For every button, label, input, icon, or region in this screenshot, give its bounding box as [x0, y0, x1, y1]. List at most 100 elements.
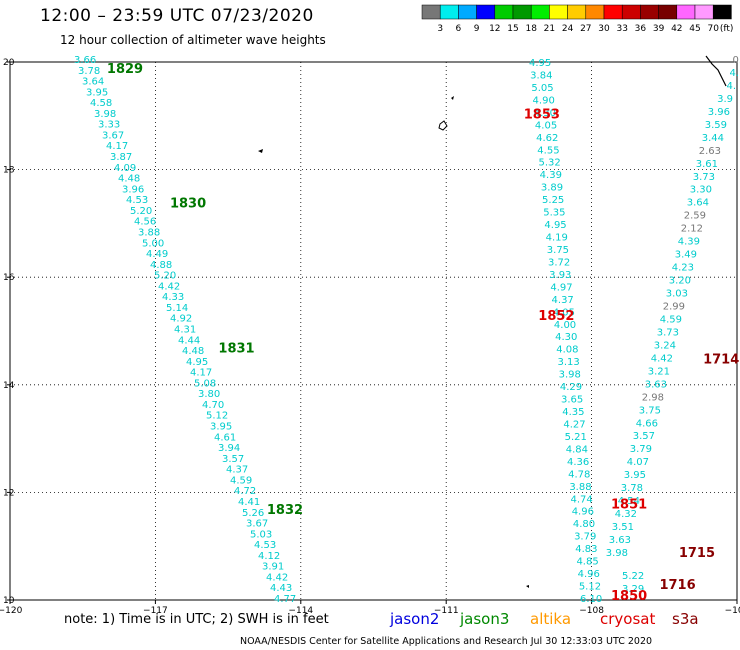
- wave-height-value: 3.20: [669, 276, 691, 287]
- lat-tick-label: 16: [3, 273, 15, 283]
- wave-height-value: 4.92: [170, 314, 192, 325]
- wave-height-value: 5.12: [206, 411, 228, 422]
- island-4: [526, 585, 529, 588]
- map-subtitle: 12 hour collection of altimeter wave hei…: [60, 33, 326, 47]
- colorbar-tick: 6: [456, 24, 462, 34]
- pass-number-label: 1831: [218, 342, 254, 357]
- wave-height-value: 3.67: [246, 519, 268, 530]
- wave-height-value: 4.17: [190, 368, 212, 379]
- coastline: [258, 55, 727, 588]
- colorbar-swatch: [640, 4, 659, 20]
- wave-height-value: 3.87: [110, 152, 132, 163]
- lon-tick-label: −120: [0, 606, 23, 616]
- wave-height-value: 4.42: [651, 353, 673, 364]
- wave-height-value: 3.78: [78, 66, 100, 77]
- wave-height-value: 4.19: [546, 233, 568, 244]
- wave-height-value: 4.08: [556, 345, 578, 356]
- colorbar-swatch: [712, 4, 732, 20]
- colorbar-swatch: [512, 4, 532, 20]
- colorbar-swatch: [458, 4, 477, 20]
- wave-height-value: 3.98: [606, 548, 628, 559]
- wave-height-value: 4.74: [571, 494, 593, 505]
- map-axes: −120 −117 −114 −111 −108 −105 20 18 16 14 12 10: [0, 58, 740, 616]
- wave-height-value: 3.95: [624, 470, 646, 481]
- wave-height-value: 5.32: [538, 158, 560, 169]
- wave-height-value: 4.53: [254, 540, 276, 551]
- wave-height-value: 4.35: [562, 407, 584, 418]
- wave-height-value: 4.17: [106, 141, 128, 152]
- wave-height-value: 4.95: [186, 357, 208, 368]
- wave-height-value: 4.53: [126, 195, 148, 206]
- wave-height-value: 3.61: [696, 159, 718, 170]
- colorbar-swatch: [421, 4, 441, 20]
- pass-number-label: 1715: [679, 546, 715, 561]
- wave-height-value: 2.98: [642, 392, 664, 403]
- wave-height-value: 4.83: [575, 544, 597, 555]
- track-values: 3.663.783.643.954.583.983.333.674.173.87…: [74, 55, 740, 605]
- wave-height-value: 4.95: [544, 220, 566, 231]
- wave-height-value: 3.75: [547, 245, 569, 256]
- wave-height-value: 5.08: [194, 378, 216, 389]
- wave-height-value: 4.49: [146, 249, 168, 260]
- wave-height-value: 4.42: [158, 281, 180, 292]
- wave-height-value: 3.30: [690, 185, 712, 196]
- wave-height-value: 3.89: [541, 183, 563, 194]
- wave-height-value: 5.26: [242, 508, 264, 519]
- wave-height-value: 3.98: [94, 109, 116, 120]
- wave-height-value: 4.05: [553, 307, 575, 318]
- wave-height-value: 4.77: [274, 594, 296, 605]
- wave-height-value: 6.10: [580, 594, 602, 605]
- wave-height-value: 4.78: [568, 469, 590, 480]
- wave-height-value: 4.84: [566, 444, 588, 455]
- wave-height-value: 4.41: [238, 497, 260, 508]
- wave-height-value: 5.03: [250, 529, 272, 540]
- pass-number-label: 1852: [538, 309, 574, 324]
- colorbar-swatch: [439, 4, 459, 20]
- wave-height-value: 5.00: [142, 238, 164, 249]
- lat-tick-label: 18: [3, 166, 15, 176]
- wave-height-value: 5.25: [542, 195, 564, 206]
- wave-height-value: 4.: [726, 81, 736, 92]
- wave-height-value: 3.03: [666, 289, 688, 300]
- wave-height-value: 3.66: [74, 55, 96, 66]
- wave-height-value: 4.90: [533, 95, 555, 106]
- wave-height-value: 2.12: [681, 224, 703, 235]
- pass-number-label: 1829: [107, 62, 143, 77]
- colorbar: 3 6 9 12 15 18 21 24 27 30 33 36 39 42 45 70 (ft): [421, 4, 733, 34]
- colorbar-tick: 21: [544, 24, 555, 34]
- wave-height-value: 4.32: [615, 509, 637, 520]
- colorbar-swatch: [476, 4, 496, 20]
- wave-height-value: 5.05: [531, 83, 553, 94]
- wave-height-value: 3.78: [621, 483, 643, 494]
- wave-height-value: 4.00: [554, 320, 576, 331]
- wave-height-value: 4.39: [540, 170, 562, 181]
- lon-tick-label: −108: [579, 606, 604, 616]
- wave-height-value: 4.48: [118, 174, 140, 185]
- colorbar-tick: 42: [671, 24, 682, 34]
- colorbar-swatch: [585, 4, 605, 20]
- wave-height-value: 3.44: [702, 133, 724, 144]
- lat-tick-label: 10: [3, 596, 15, 606]
- wave-height-value: 3.59: [705, 120, 727, 131]
- island-3: [258, 149, 263, 153]
- wave-height-value: 0.: [732, 55, 740, 66]
- coastline-mainland: [705, 55, 727, 87]
- wave-height-value: 4.37: [552, 295, 574, 306]
- legend-altika: altika: [530, 610, 572, 628]
- wave-height-value: 3.93: [549, 270, 571, 281]
- lat-tick-label: 14: [3, 381, 15, 391]
- wave-height-value: 3.51: [612, 522, 634, 533]
- wave-height-value: 4.09: [114, 163, 136, 174]
- island-2: [438, 120, 448, 131]
- wave-height-value: 5.20: [154, 271, 176, 282]
- colorbar-tick: 39: [653, 24, 665, 34]
- wave-height-value: 4.95: [529, 58, 551, 69]
- colorbar-tick: 12: [489, 24, 500, 34]
- footer-credit: NOAA/NESDIS Center for Satellite Applica…: [240, 636, 653, 647]
- wave-height-value: 3.29: [622, 584, 644, 595]
- pass-number-label: 1832: [267, 503, 303, 518]
- wave-height-value: 3.57: [633, 431, 655, 442]
- island-1: [451, 96, 454, 100]
- wave-height-value: 4.88: [150, 260, 172, 271]
